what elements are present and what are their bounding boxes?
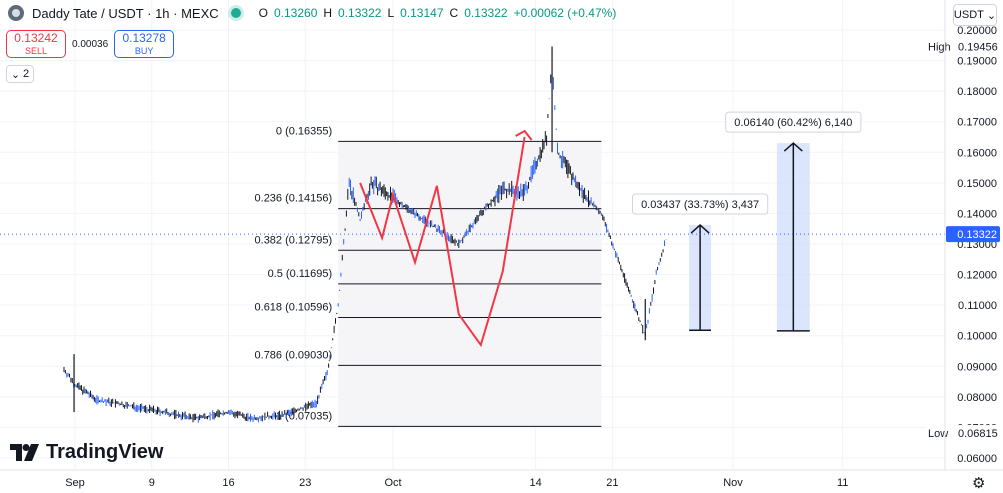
measure-label: 0.03437 (33.73%) 3,437	[641, 199, 759, 211]
x-tick-label: 9	[149, 477, 155, 489]
ohlc-change: +0.00062 (+0.47%)	[513, 6, 617, 20]
low-value: 0.06815	[958, 428, 998, 440]
ohlc-close-key: C	[449, 6, 459, 20]
gear-icon[interactable]: ⚙	[972, 475, 986, 492]
projection-arrow-head	[515, 129, 533, 141]
fibonacci-level-label: 0 (0.16355)	[276, 125, 332, 137]
indicators-count: 2	[23, 68, 30, 80]
y-tick-label: 0.14000	[957, 208, 997, 220]
currency-selector[interactable]: USDT ⌄	[953, 4, 997, 26]
indicators-toggle-button[interactable]: ⌄ 2	[6, 65, 34, 83]
y-tick-label: 0.15000	[957, 178, 997, 190]
measure-arrow-head	[783, 142, 803, 152]
buy-button[interactable]: 0.13278 BUY	[114, 30, 175, 58]
ohlc-low-key: L	[387, 6, 395, 20]
ohlc-open-key: O	[258, 6, 268, 20]
y-tick-label: 0.19000	[957, 56, 997, 68]
spread-value: 0.00036	[72, 38, 109, 50]
high-value: 0.19456	[958, 42, 998, 54]
last-price-tag	[946, 226, 1000, 243]
y-tick-label: 0.16000	[957, 147, 997, 159]
y-tick-label: 0.11000	[958, 300, 997, 312]
fibonacci-level-label: 0.382 (0.12795)	[255, 234, 333, 246]
chart-header: Daddy Tate / USDT · 1h · MEXC O 0.13260 H…	[8, 5, 616, 21]
sell-button[interactable]: 0.13242 SELL	[6, 30, 66, 58]
x-tick-label: Nov	[723, 477, 743, 489]
chevron-down-icon: ⌄	[10, 68, 21, 81]
sell-label: SELL	[24, 46, 48, 56]
sell-price: 0.13242	[14, 31, 58, 45]
fibonacci-level-label: 0.236 (0.14156)	[255, 193, 333, 205]
tradingview-logo[interactable]: TradingView	[10, 441, 163, 464]
y-tick-label: 0.06000	[957, 453, 997, 465]
ohlc-close-value: 0.13322	[464, 6, 508, 20]
measure-label-box	[632, 193, 769, 215]
y-tick-label: 0.09000	[957, 361, 997, 373]
x-tick-label: 21	[606, 477, 618, 489]
y-tick-label: 0.08000	[957, 392, 997, 404]
low-marker-bg	[926, 425, 998, 442]
ohlc-values: O 0.13260 H 0.13322 L 0.13147 C 0.13322 +0.0…	[259, 6, 617, 20]
ohlc-high-value: 0.13322	[338, 6, 382, 20]
x-tick-label: 14	[529, 477, 541, 489]
x-tick-label: 11	[837, 477, 848, 489]
fibonacci-level-label: 0.5 (0.11695)	[268, 268, 333, 280]
symbol-title[interactable]: Daddy Tate / USDT · 1h · MEXC	[32, 5, 219, 21]
x-tick-label: 16	[222, 477, 234, 489]
x-tick-label: 23	[299, 477, 311, 489]
tradingview-logo-icon	[10, 444, 39, 461]
trading-panel: 0.13242 SELL 0.00036 0.13278 BUY	[6, 30, 175, 58]
y-tick-label: 0.18000	[957, 86, 997, 98]
y-tick-label: 0.17000	[957, 117, 997, 129]
high-label: High	[928, 42, 951, 54]
last-price-value: 0.13322	[957, 229, 997, 241]
currency-label: USDT	[953, 9, 984, 21]
x-tick-label: Oct	[384, 477, 401, 489]
market-open-status-icon	[230, 8, 241, 18]
buy-label: BUY	[134, 46, 154, 56]
y-tick-label: 0.12000	[957, 270, 997, 282]
high-marker-bg	[926, 38, 998, 55]
chevron-down-icon: ⌄	[986, 9, 997, 22]
low-label: Low	[928, 428, 948, 440]
measure-label-box	[725, 111, 862, 133]
x-tick-label: Sep	[65, 477, 85, 489]
brand-name: TradingView	[46, 441, 164, 463]
measure-label: 0.06140 (60.42%) 6,140	[734, 117, 852, 129]
fibonacci-level-label: 0.786 (0.09030)	[255, 349, 333, 361]
ohlc-open-value: 0.13260	[273, 6, 318, 20]
measure-arrow-head	[690, 224, 710, 234]
fibonacci-level-label: 0.618 (0.10596)	[255, 301, 333, 313]
y-tick-label: 0.10000	[957, 331, 997, 343]
symbol-logo-icon	[8, 5, 24, 21]
y-tick-label: 0.20000	[957, 25, 997, 37]
buy-price: 0.13278	[122, 31, 166, 45]
ohlc-low-value: 0.13147	[400, 6, 444, 20]
ohlc-high-key: H	[323, 6, 333, 20]
projection-path	[359, 136, 526, 348]
